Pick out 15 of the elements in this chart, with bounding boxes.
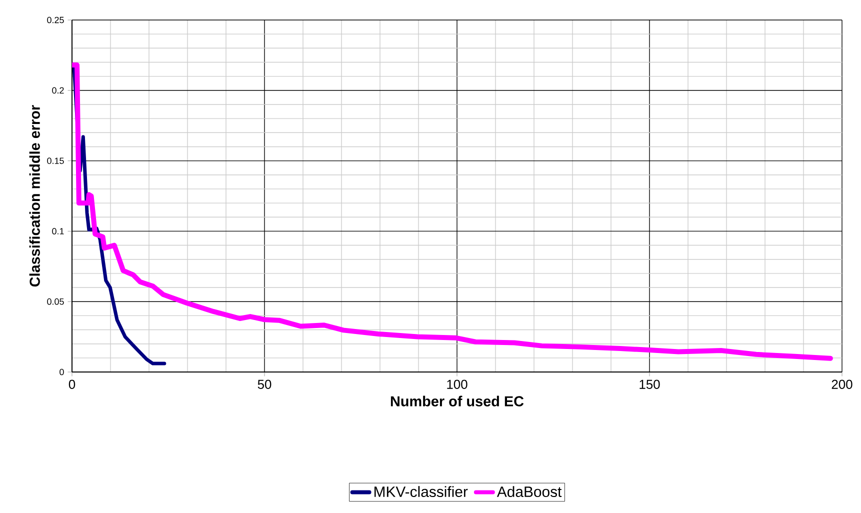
x-tick-label: 200 [832, 380, 852, 389]
legend-label: MKV-classifier [374, 486, 468, 498]
legend-label: AdaBoost [496, 486, 562, 498]
x-tick-label: 150 [640, 380, 660, 389]
x-tick-label: 100 [447, 380, 468, 389]
y-tick-label: 0.05 [47, 298, 64, 305]
y-axis-title: Classification middle error [29, 105, 40, 287]
y-tick-label: 0.2 [52, 87, 64, 94]
y-tick-label: 0.15 [47, 158, 64, 164]
x-tick-label: 50 [258, 380, 272, 389]
y-tick-label: 0.1 [52, 228, 64, 234]
x-tick-label: 0 [68, 380, 76, 389]
y-tick-label: 0 [60, 368, 64, 376]
y-tick-label: 0.25 [47, 16, 64, 24]
x-axis-title: Number of used EC [390, 396, 524, 406]
